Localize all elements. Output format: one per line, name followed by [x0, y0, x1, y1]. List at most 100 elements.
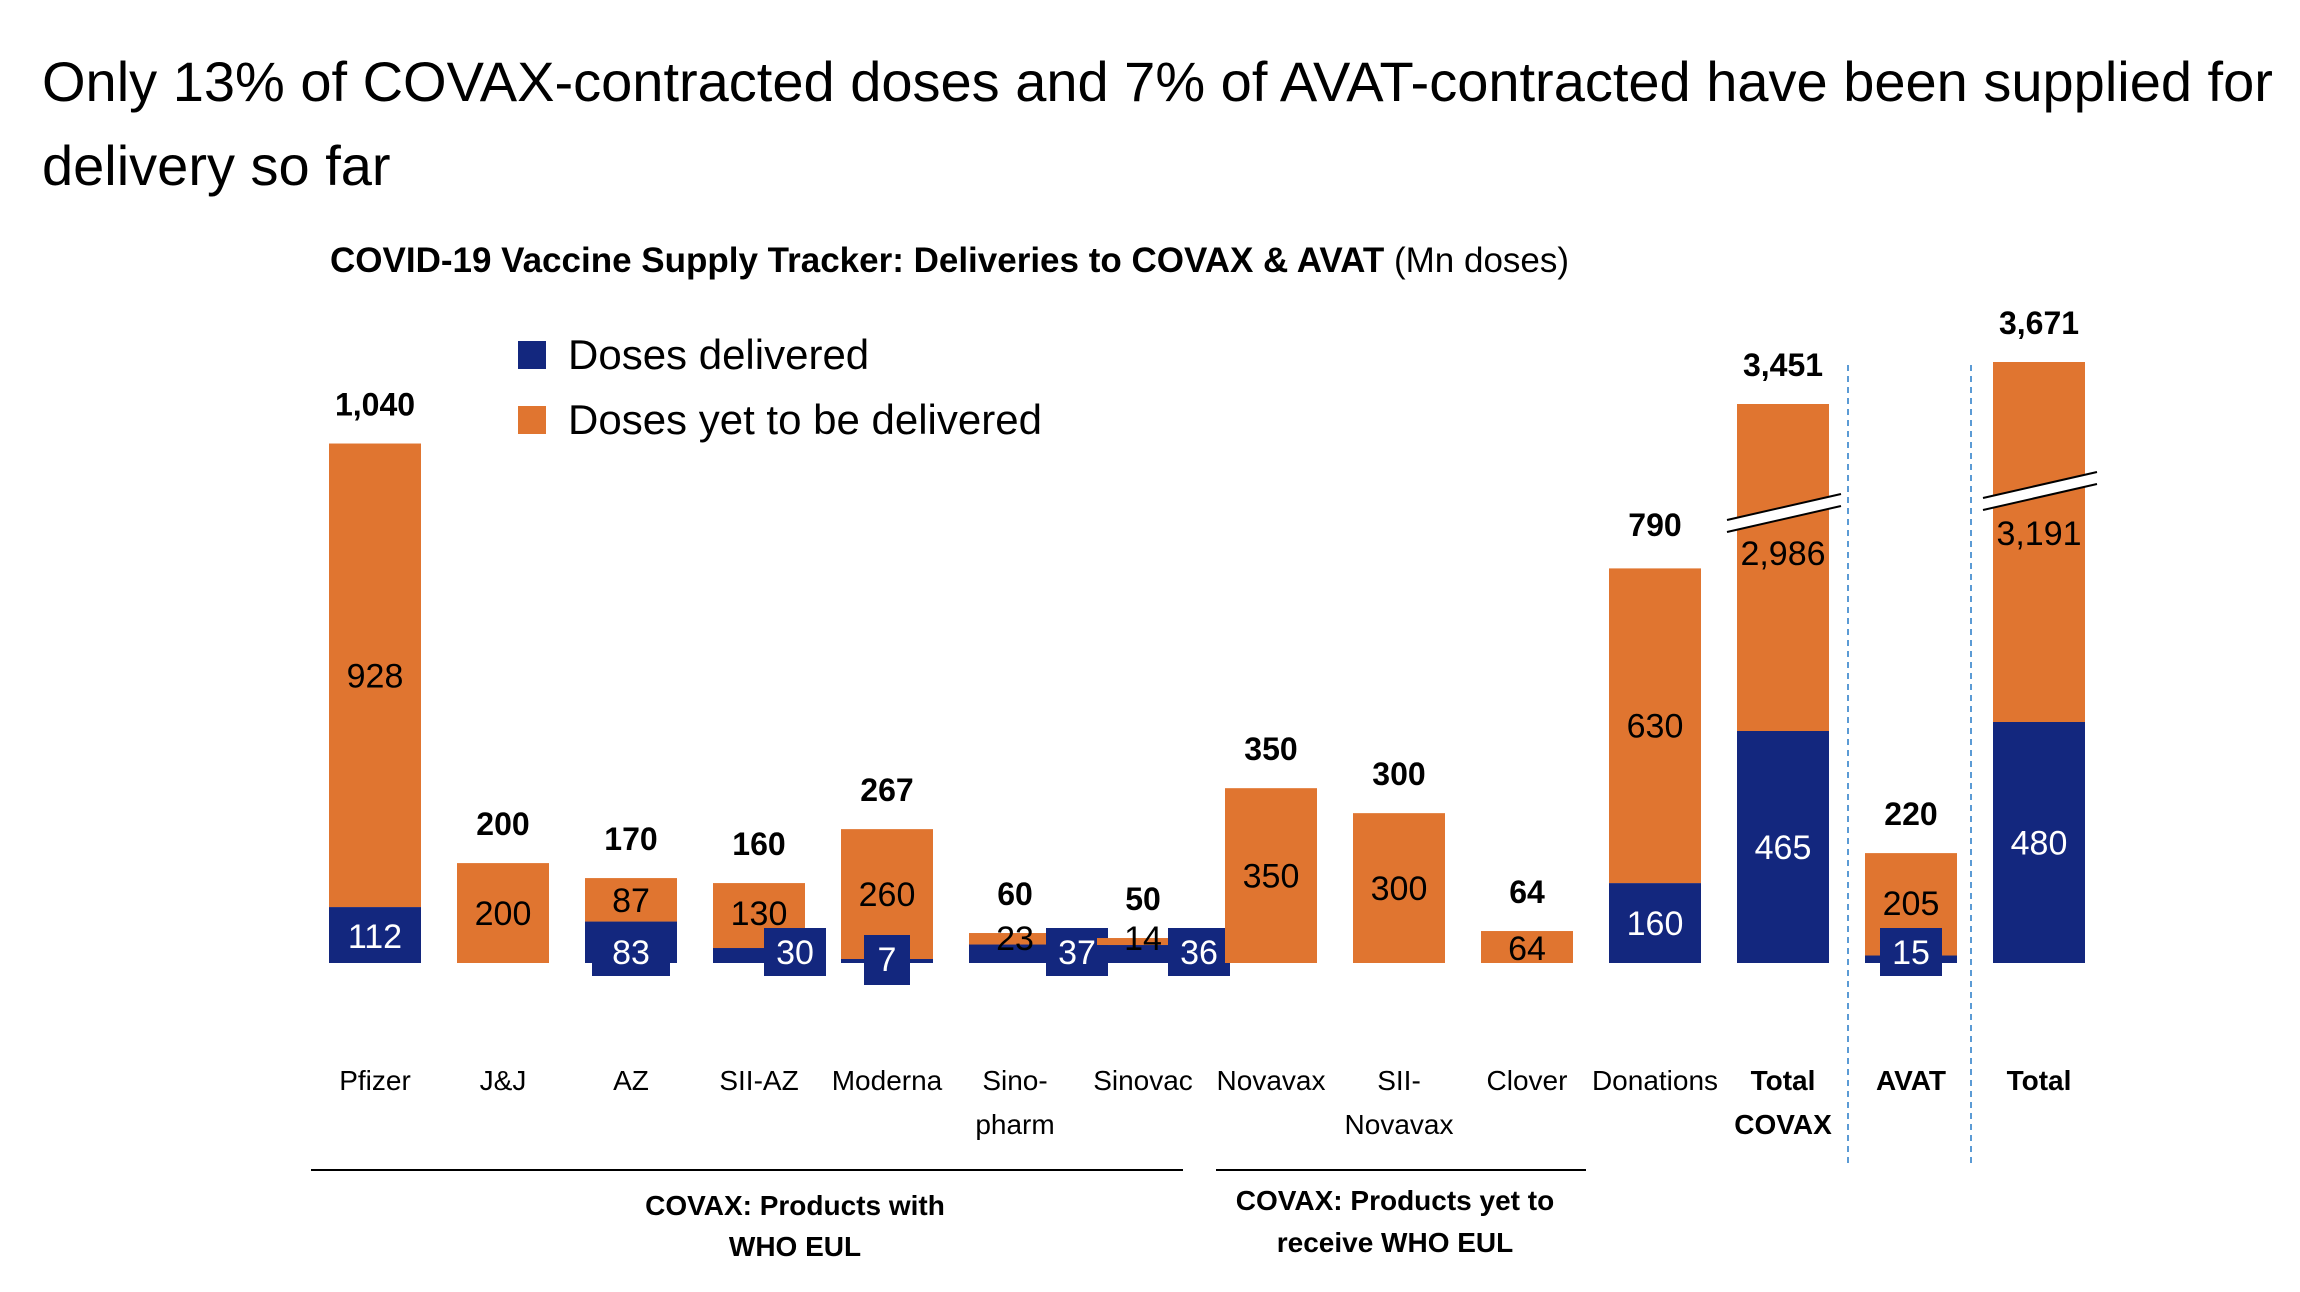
legend-swatch-1	[518, 406, 546, 434]
legend-label-1: Doses yet to be delivered	[568, 396, 1042, 443]
delivered-value-5: 37	[1058, 934, 1096, 972]
remaining-value-0: 928	[347, 657, 404, 695]
category-labels: Pfizer J&J AZ SII-AZ Moderna Sino-pharm Sinova…	[339, 1065, 2071, 1140]
total-label-13: 3,671	[1999, 305, 2079, 341]
chart-title: COVID-19 Vaccine Supply Tracker: Deliver…	[330, 241, 1569, 280]
remaining-value-2: 87	[612, 882, 650, 920]
chart-title-unit: (Mn doses)	[1394, 241, 1569, 280]
remaining-value-8: 300	[1371, 870, 1428, 908]
category-label-7: Novavax	[1217, 1065, 1326, 1096]
delivered-value-6: 36	[1180, 934, 1218, 972]
bar-delivered-5	[969, 944, 1061, 963]
legend-label-0: Doses delivered	[568, 331, 869, 378]
delivered-value-11: 465	[1755, 829, 1812, 867]
total-label-4: 267	[860, 772, 913, 808]
bar-remaining-11	[1737, 404, 1829, 731]
bar-remaining-13	[1993, 362, 2085, 722]
delivered-label-box-12	[1880, 928, 1942, 976]
category-label-12: AVAT	[1876, 1065, 1946, 1096]
delivered-value-10: 160	[1627, 905, 1684, 943]
category-label-8: SII-	[1377, 1065, 1421, 1096]
remaining-value-4: 260	[859, 876, 916, 914]
category-label-13: Total	[2007, 1065, 2072, 1096]
category-label-5: Sino-	[982, 1065, 1047, 1096]
delivered-label-box-6	[1168, 928, 1230, 976]
separators	[1847, 365, 1972, 1165]
bar-remaining-0	[329, 443, 421, 908]
axis-break-line-a-13	[1982, 471, 2098, 499]
delivered-label-box-2	[592, 928, 670, 976]
remaining-value-7: 350	[1243, 858, 1300, 896]
total-label-6: 50	[1125, 881, 1161, 917]
bar-delivered-6	[1097, 945, 1189, 963]
total-label-9: 64	[1509, 874, 1545, 910]
total-label-1: 200	[476, 806, 529, 842]
category-label-11: Total	[1751, 1065, 1816, 1096]
remaining-value-13: 3,191	[1996, 515, 2081, 553]
delivered-value-2: 83	[612, 934, 650, 972]
bar-remaining-10	[1609, 568, 1701, 884]
axis-break-13	[1983, 472, 2097, 510]
remaining-value-10: 630	[1627, 708, 1684, 746]
bar-remaining-1	[457, 863, 549, 963]
total-label-5: 60	[997, 876, 1033, 912]
category-label-2: AZ	[613, 1065, 649, 1096]
remaining-value-5: 23	[996, 920, 1034, 958]
remaining-value-3: 130	[731, 895, 788, 933]
legend-swatch-0	[518, 341, 546, 369]
delivered-value-12: 15	[1892, 934, 1930, 972]
delivered-value-13: 480	[2011, 825, 2068, 863]
bar-delivered-11	[1737, 731, 1829, 963]
remaining-value-9: 64	[1508, 930, 1546, 968]
bar-remaining-2	[585, 878, 677, 922]
category-label-10: Donations	[1592, 1065, 1718, 1096]
axis-break-line-a-11	[1726, 493, 1842, 521]
bar-remaining-6	[1097, 938, 1189, 946]
axis-break-line-b-11	[1726, 505, 1842, 533]
remaining-value-6: 14	[1124, 920, 1162, 958]
bar-delivered-0	[329, 907, 421, 963]
headline: Only 13% of COVAX-contracted doses and 7…	[42, 50, 2273, 197]
bar-remaining-5	[969, 933, 1061, 945]
category-label-3: SII-AZ	[719, 1065, 798, 1096]
category-label-6: Sinovac	[1093, 1065, 1193, 1096]
legend: Doses delivered Doses yet to be delivered	[518, 331, 1042, 443]
total-label-11: 3,451	[1743, 347, 1823, 383]
total-label-10: 790	[1628, 507, 1681, 543]
axis-break-line-b-13	[1982, 483, 2098, 511]
remaining-value-1: 200	[475, 895, 532, 933]
bar-remaining-7	[1225, 788, 1317, 963]
category-label-line2-5: pharm	[975, 1109, 1054, 1140]
group-label-line2-1: receive WHO EUL	[1277, 1227, 1514, 1258]
delivered-label-box-3	[764, 928, 826, 976]
remaining-value-11: 2,986	[1740, 535, 1825, 573]
total-label-0: 1,040	[335, 387, 415, 423]
total-label-3: 160	[732, 826, 785, 862]
category-label-line2-8: Novavax	[1345, 1109, 1454, 1140]
remaining-value-12: 205	[1883, 885, 1940, 923]
delivered-label-box-4	[864, 935, 910, 985]
category-label-9: Clover	[1487, 1065, 1568, 1096]
bar-remaining-8	[1353, 813, 1445, 963]
total-label-2: 170	[604, 821, 657, 857]
group-labels: COVAX: Products with WHO EUL COVAX: Produc…	[311, 1169, 1586, 1262]
delivered-value-3: 30	[776, 934, 814, 972]
total-label-8: 300	[1372, 756, 1425, 792]
category-label-line2-11: COVAX	[1734, 1109, 1832, 1140]
group-label-1: COVAX: Products yet to	[1236, 1185, 1554, 1216]
category-label-1: J&J	[480, 1065, 527, 1096]
total-label-7: 350	[1244, 731, 1297, 767]
bar-remaining-9	[1481, 931, 1573, 963]
group-label-line2-0: WHO EUL	[729, 1231, 861, 1262]
bar-delivered-10	[1609, 883, 1701, 963]
chart-title-bold: COVID-19 Vaccine Supply Tracker: Deliver…	[330, 241, 1384, 280]
delivered-value-4: 7	[878, 941, 897, 979]
axis-break-11	[1727, 494, 1841, 532]
group-label-0: COVAX: Products with	[645, 1190, 945, 1221]
category-label-4: Moderna	[832, 1065, 943, 1096]
total-label-12: 220	[1884, 796, 1937, 832]
bar-delivered-13	[1993, 722, 2085, 963]
delivered-value-0: 112	[348, 918, 402, 956]
